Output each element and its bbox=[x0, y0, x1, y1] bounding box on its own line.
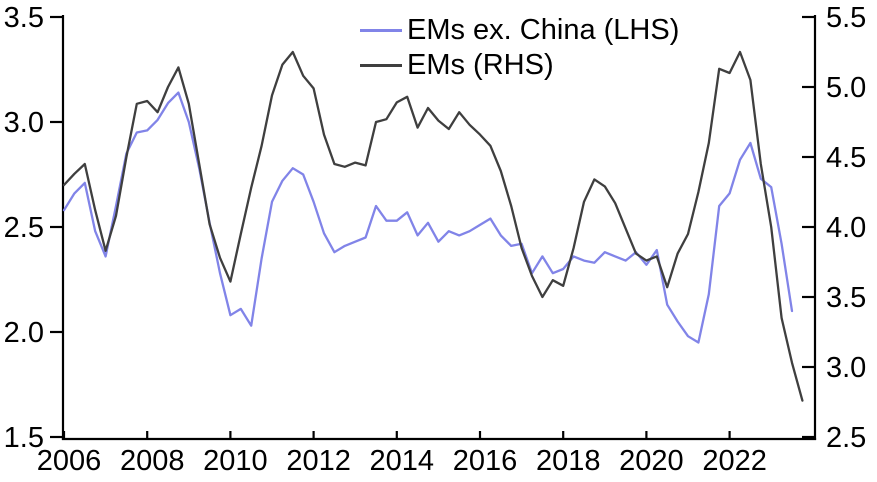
legend: EMs ex. China (LHS) EMs (RHS) bbox=[360, 13, 679, 83]
right-axis-tick-label: 3.0 bbox=[826, 352, 866, 384]
x-axis-tick-label: 2018 bbox=[536, 445, 601, 477]
x-axis-tick-label: 2012 bbox=[286, 445, 351, 477]
x-axis-tick-label: 2006 bbox=[37, 445, 102, 477]
right-axis-tick-label: 4.5 bbox=[826, 142, 866, 174]
x-axis-tick-label: 2014 bbox=[370, 445, 435, 477]
left-axis-tick-label: 3.5 bbox=[4, 2, 44, 34]
legend-line-sample-gray bbox=[360, 64, 402, 67]
left-axis-tick-label: 1.5 bbox=[4, 422, 44, 454]
left-axis-tick-label: 2.0 bbox=[4, 317, 44, 349]
series-line-ems-rhs bbox=[62, 50, 804, 402]
x-axis-tick-label: 2008 bbox=[120, 445, 185, 477]
x-axis-tick-label: 2022 bbox=[702, 445, 767, 477]
series-line-ems-ex-china-lhs bbox=[62, 91, 794, 344]
legend-label-ems-ex-china: EMs ex. China (LHS) bbox=[407, 14, 680, 46]
legend-item-ems-ex-china: EMs ex. China (LHS) bbox=[360, 13, 679, 48]
x-axis-tick-label: 2020 bbox=[619, 445, 684, 477]
legend-label-ems: EMs (RHS) bbox=[407, 49, 554, 81]
left-axis-tick-label: 3.0 bbox=[4, 107, 44, 139]
right-axis-tick-label: 3.5 bbox=[826, 282, 866, 314]
right-axis-tick-label: 5.5 bbox=[826, 2, 866, 34]
x-axis-tick-label: 2010 bbox=[203, 445, 268, 477]
right-axis-tick-label: 5.0 bbox=[826, 72, 866, 104]
legend-item-ems: EMs (RHS) bbox=[360, 48, 679, 83]
right-axis-tick-label: 4.0 bbox=[826, 212, 866, 244]
x-axis-tick-label: 2016 bbox=[453, 445, 518, 477]
left-axis-tick-label: 2.5 bbox=[4, 212, 44, 244]
right-axis-tick-label: 2.5 bbox=[826, 422, 866, 454]
legend-line-sample-purple bbox=[360, 29, 402, 32]
